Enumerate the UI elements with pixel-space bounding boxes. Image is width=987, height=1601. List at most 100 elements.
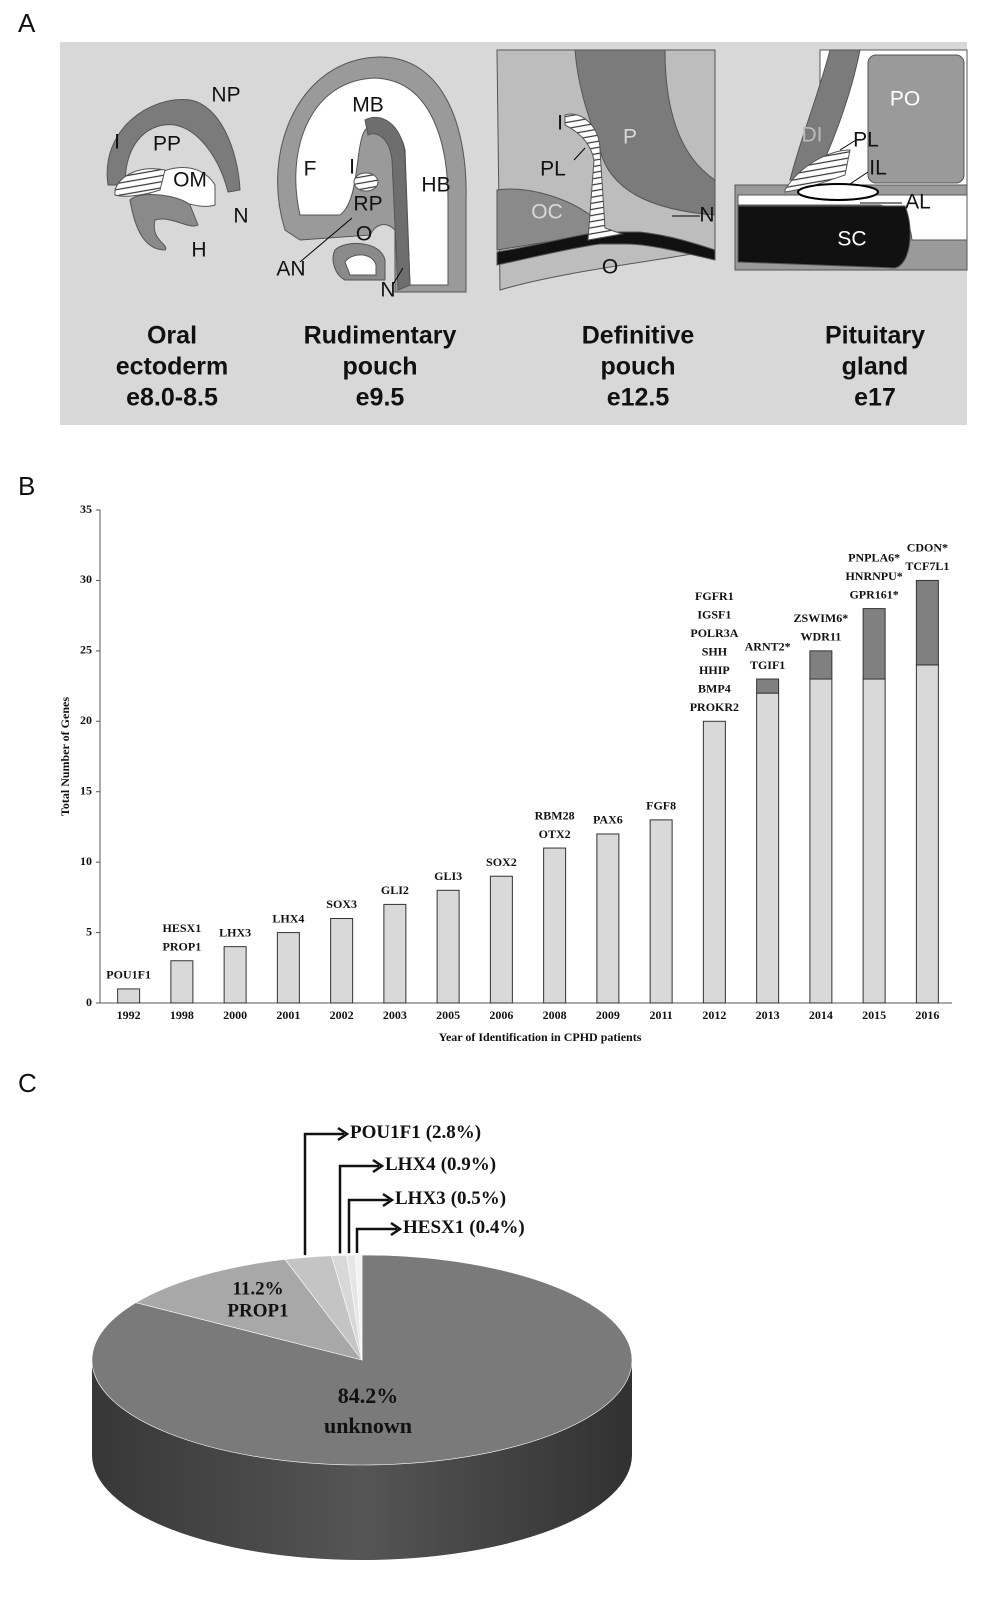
gene-label: FGF8 (646, 799, 676, 813)
diagram-label: AN (276, 258, 305, 281)
x-tick-label: 2009 (596, 1008, 620, 1022)
panel-label: A (18, 8, 36, 38)
callout-arrow (349, 1200, 389, 1253)
stage-title: e9.5 (356, 384, 405, 412)
stage-title: e17 (854, 384, 896, 412)
panel-label: B (18, 471, 35, 501)
gene-label: SOX2 (486, 855, 517, 869)
slice-value-label: 84.2% (338, 1383, 399, 1408)
diagram-label: PL (540, 158, 566, 181)
diagram-label: N (380, 279, 395, 302)
callout-label: POU1F1(2.8%) (350, 1122, 481, 1143)
bar (490, 876, 512, 1003)
bar (277, 933, 299, 1003)
gene-label: TGIF1 (750, 658, 785, 672)
diagram-label: HB (421, 174, 450, 197)
gene-label: LHX3 (219, 925, 251, 939)
x-tick-label: 2001 (276, 1008, 300, 1022)
diagram-label: F (304, 158, 317, 181)
y-tick-label: 20 (80, 713, 92, 727)
gene-label: HHIP (699, 663, 730, 677)
diagram-label: NP (211, 84, 240, 107)
x-tick-label: 2006 (489, 1008, 513, 1022)
x-tick-label: 2005 (436, 1008, 460, 1022)
bar (597, 834, 619, 1003)
y-tick-label: 0 (86, 995, 92, 1009)
panel-label: C (18, 1068, 37, 1098)
x-tick-label: 2011 (649, 1008, 672, 1022)
y-tick-label: 10 (80, 854, 92, 868)
bar (810, 679, 832, 1003)
diagram-label: OC (531, 201, 563, 224)
diagram-label: PO (890, 88, 920, 111)
stage-title: pouch (601, 353, 676, 381)
gene-label: WDR11 (801, 630, 842, 644)
bar (437, 890, 459, 1003)
x-tick-label: 1992 (117, 1008, 141, 1022)
gene-label: POU1F1 (106, 968, 151, 982)
gene-label: CDON* (907, 541, 948, 555)
x-tick-label: 1998 (170, 1008, 194, 1022)
x-tick-label: 2016 (915, 1008, 939, 1022)
slice-name-label: LHX4 (385, 1154, 436, 1175)
y-tick-label: 15 (80, 783, 92, 797)
x-tick-label: 2008 (543, 1008, 567, 1022)
x-tick-label: 2015 (862, 1008, 886, 1022)
bar (810, 651, 832, 679)
slice-value-label: (0.4%) (469, 1217, 524, 1238)
stage-title: gland (842, 353, 909, 381)
stage-title: Oral (147, 322, 197, 350)
bar (916, 665, 938, 1003)
x-axis-title: Year of Identification in CPHD patients (439, 1030, 642, 1044)
diagram-label: I (557, 112, 563, 135)
gene-label: PNPLA6* (848, 550, 900, 564)
gene-label: ZSWIM6* (794, 611, 849, 625)
y-tick-label: 35 (80, 502, 92, 516)
gene-label: RBM28 (535, 808, 575, 822)
diagram-label: OM (173, 169, 207, 192)
gene-label: POLR3A (690, 626, 738, 640)
slice-name-label: LHX3 (395, 1188, 446, 1209)
stage-drawing (497, 50, 715, 290)
diagram-label: PP (153, 133, 181, 156)
bar (757, 679, 779, 693)
callout-arrow (357, 1229, 397, 1253)
figure: ABCNPIPPOMNHOralectoderme8.0-8.5MBFIHBRP… (0, 0, 987, 1601)
stage-title: ectoderm (116, 353, 229, 381)
bar (650, 820, 672, 1003)
bar (384, 904, 406, 1003)
bar (757, 693, 779, 1003)
diagram-label: O (356, 223, 372, 246)
diagram-label: H (191, 239, 206, 262)
bar (224, 947, 246, 1003)
diagram-label: RP (353, 193, 382, 216)
callout-arrow (305, 1134, 344, 1255)
callout-arrow (340, 1166, 379, 1253)
slice-value-label: 11.2% (232, 1278, 283, 1299)
slice-value-label: (0.9%) (441, 1154, 496, 1175)
gene-label: HESX1 (163, 921, 202, 935)
bar (863, 679, 885, 1003)
gene-label: FGFR1 (695, 589, 734, 603)
x-tick-label: 2003 (383, 1008, 407, 1022)
gene-label: SHH (702, 645, 728, 659)
bar (331, 918, 353, 1003)
diagram-label: MB (352, 94, 384, 117)
x-tick-label: 2014 (809, 1008, 833, 1022)
diagram-label: SC (837, 228, 866, 251)
diagram-label: P (623, 126, 637, 149)
slice-name-label: unknown (324, 1413, 412, 1438)
bar (703, 721, 725, 1003)
gene-label: BMP4 (698, 682, 731, 696)
stage-title: pouch (343, 353, 418, 381)
bar (916, 580, 938, 665)
callout-label: LHX4(0.9%) (385, 1154, 496, 1175)
diagram-label: AL (905, 191, 931, 214)
gene-label: ARNT2* (745, 639, 791, 653)
y-tick-label: 30 (80, 572, 92, 586)
gene-label: SOX3 (326, 897, 357, 911)
y-tick-label: 5 (86, 924, 92, 938)
diagram-label: I (349, 156, 355, 179)
gene-label: IGSF1 (697, 608, 731, 622)
gene-label: HNRNPU* (845, 569, 902, 583)
